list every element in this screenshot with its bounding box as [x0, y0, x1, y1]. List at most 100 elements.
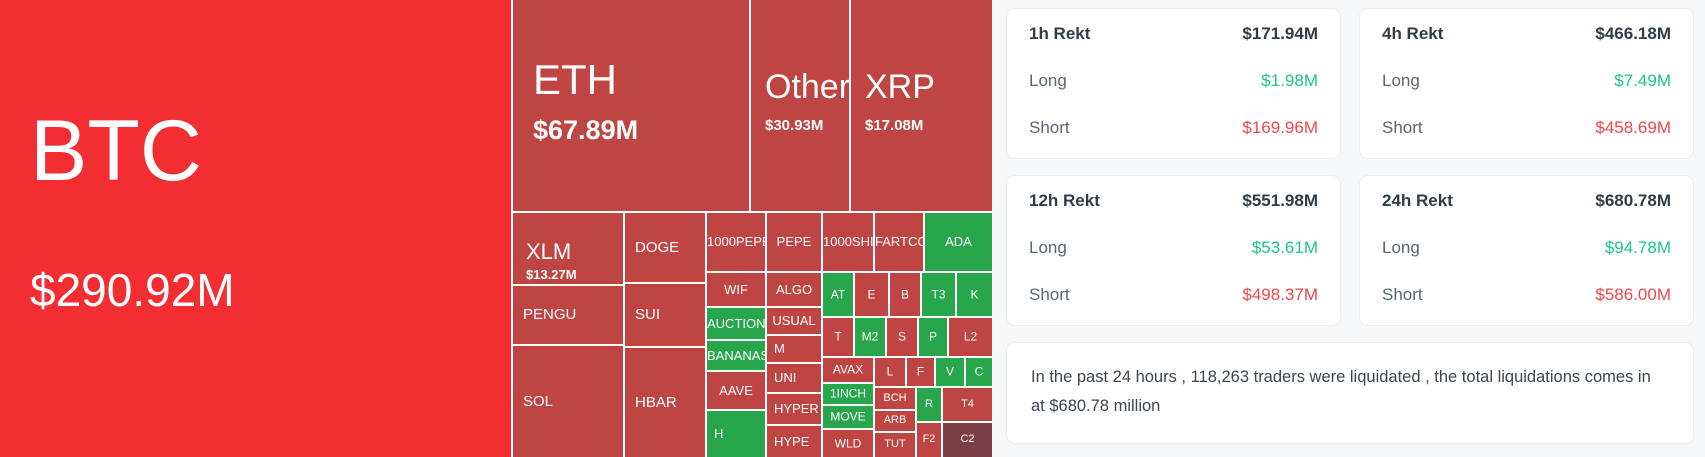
treemap-cell-e[interactable]: E$2.02M — [855, 273, 888, 316]
treemap-cell-wif[interactable]: WIF$3.41M — [707, 273, 765, 306]
rekt-card-24h[interactable]: 24h Rekt $680.78M Long $94.78M Short $586.00M — [1359, 175, 1694, 326]
treemap-cell-others[interactable]: Others $30.93M — [751, 0, 849, 211]
treemap-cell-symbol: V — [945, 365, 954, 379]
treemap-cell-avax[interactable]: AVAX$1.60M — [823, 358, 873, 382]
treemap-cell-v[interactable]: V$1.30M — [936, 358, 964, 386]
rekt-card-4h[interactable]: 4h Rekt $466.18M Long $7.49M Short $458.69M — [1359, 8, 1694, 159]
treemap-cell-symbol: E — [867, 287, 876, 301]
treemap-cell-value: $17.08M — [865, 118, 924, 134]
treemap-cell-1inch[interactable]: 1INCH$1.40M — [823, 384, 873, 404]
rekt-row-short: Short $586.00M — [1382, 285, 1671, 332]
treemap-cell-sol[interactable]: SOL$8.12M — [513, 346, 623, 457]
rekt-row-short: Short $169.96M — [1029, 118, 1318, 165]
treemap-cell-symbol: XRP — [865, 70, 935, 106]
treemap-cell-t4[interactable]: T4$1.00M — [943, 388, 992, 421]
treemap-cell-m2[interactable]: M2$1.70M — [855, 318, 885, 356]
rekt-row-short: Short $458.69M — [1382, 118, 1671, 165]
treemap-cell-symbol: AAVE — [719, 383, 753, 398]
treemap-cell-hyper[interactable]: HYPER$2.20M — [767, 394, 821, 424]
long-label: Long — [1029, 238, 1067, 257]
short-value: $498.37M — [1242, 285, 1318, 304]
rekt-card-1h[interactable]: 1h Rekt $171.94M Long $1.98M Short $169.96M — [1006, 8, 1341, 159]
rekt-row-head: 1h Rekt $171.94M — [1029, 24, 1318, 71]
rekt-card-12h[interactable]: 12h Rekt $551.98M Long $53.61M Short $498.37M — [1006, 175, 1341, 326]
treemap-cell-c[interactable]: C$1.24M — [966, 358, 992, 386]
treemap-cell-hbar[interactable]: HBAR$5.92M — [625, 348, 705, 457]
short-label: Short — [1382, 285, 1423, 304]
treemap-cell-symbol: UNI — [774, 370, 797, 385]
treemap-cell-symbol: BANANAS31 — [707, 348, 765, 363]
treemap-cell-r[interactable]: R$0.89M — [917, 388, 941, 421]
long-value: $53.61M — [1251, 238, 1318, 257]
treemap-cell-symbol: P — [928, 330, 937, 344]
treemap-cell-usual[interactable]: USUAL$2.95M — [767, 308, 821, 334]
rekt-row-short: Short $498.37M — [1029, 285, 1318, 332]
treemap-cell-symbol: AT — [830, 287, 846, 301]
treemap-cell-arb[interactable]: ARB$0.98M — [875, 411, 915, 431]
treemap-cell-p[interactable]: P$1.55M — [919, 318, 947, 356]
treemap-cell-symbol: MOVE — [830, 410, 866, 424]
treemap-cell-algo[interactable]: ALGO$3.30M — [767, 273, 821, 306]
treemap-cell-symbol: K — [970, 287, 979, 301]
treemap-cell-symbol: BCH — [883, 392, 907, 404]
treemap-cell-k[interactable]: K$1.85M — [957, 273, 992, 316]
treemap-cell-symbol: WLD — [834, 436, 862, 450]
treemap-cell-symbol: HYPER — [774, 401, 819, 416]
treemap-cell-symbol: ALGO — [775, 282, 813, 297]
treemap-cell-bch[interactable]: BCH$1.05M — [875, 388, 915, 409]
treemap-cell-move[interactable]: MOVE$1.28M — [823, 406, 873, 428]
treemap-cell-uni[interactable]: UNI$2.48M — [767, 364, 821, 392]
treemap-cell-doge[interactable]: DOGE$7.64M — [625, 213, 705, 282]
treemap-cell-fartcoin[interactable]: FARTCOIN$4.30M — [875, 213, 923, 271]
treemap-cell-symbol: M — [774, 341, 785, 356]
treemap-cell-f2[interactable]: F2$0.80M — [917, 423, 941, 457]
treemap-cell-symbol: T — [834, 330, 842, 344]
treemap-cell-pepe[interactable]: PEPE$4.80M — [767, 213, 821, 271]
treemap-cell-ada[interactable]: ADA$4.10M — [925, 213, 992, 271]
treemap-cell-at[interactable]: AT$2.10M — [823, 273, 853, 316]
treemap-cell-sui[interactable]: SUI$6.31M — [625, 284, 705, 346]
treemap-cell-symbol: XLM — [526, 240, 572, 264]
treemap-cell-l2[interactable]: L2$1.48M — [949, 318, 992, 356]
treemap-cell-symbol: USUAL — [772, 313, 816, 328]
rekt-period-label: 1h Rekt — [1029, 24, 1091, 43]
treemap-cell-symbol: T3 — [931, 287, 946, 301]
treemap-cell-f[interactable]: F$1.22M — [907, 358, 934, 386]
treemap-cell-aave[interactable]: AAVE$2.60M — [707, 372, 765, 409]
treemap-cell-symbol: DOGE — [635, 239, 680, 256]
treemap-cell-symbol: M2 — [861, 330, 879, 344]
treemap-cell-m[interactable]: M$2.70M — [767, 336, 821, 362]
treemap-cell-xrp[interactable]: XRP $17.08M — [851, 0, 992, 211]
treemap-cell-btc[interactable]: BTC $290.92M — [0, 0, 511, 457]
treemap-cell-symbol: HYPE — [774, 434, 810, 449]
rekt-row-long: Long $94.78M — [1382, 238, 1671, 285]
treemap-cell-xlm[interactable]: XLM $13.27M — [513, 213, 623, 284]
treemap-cell-t[interactable]: T$1.75M — [823, 318, 853, 356]
treemap-cell-symbol: ADA — [945, 234, 972, 249]
treemap-cell-l[interactable]: L$1.33M — [875, 358, 905, 386]
treemap-cell-eth[interactable]: ETH $67.89M — [513, 0, 749, 211]
treemap-cell-symbol: SUI — [635, 306, 661, 323]
treemap-cell-hype[interactable]: HYPE$2.05M — [767, 426, 821, 457]
treemap-cell-tut[interactable]: TUT$0.91M — [875, 433, 915, 457]
treemap-cell-symbol: 1000PEPE — [707, 234, 765, 249]
treemap-cell-symbol: ARB — [883, 414, 907, 426]
treemap-cell-1000pepe[interactable]: 1000PEPE$4.92M — [707, 213, 765, 271]
treemap-cell-c2[interactable]: C2$0.84M — [943, 423, 992, 457]
treemap-cell-b[interactable]: B$1.95M — [890, 273, 920, 316]
treemap-cell-symbol: R — [925, 398, 933, 410]
treemap-cell-symbol: S — [897, 330, 906, 344]
treemap-cell-h[interactable]: H$2.31M — [707, 411, 765, 457]
rekt-total-value: $171.94M — [1242, 24, 1318, 43]
treemap-cell-t3[interactable]: T3$1.90M — [922, 273, 955, 316]
treemap-cell-s[interactable]: S$1.62M — [887, 318, 917, 356]
treemap-cell-symbol: AVAX — [832, 363, 864, 377]
rekt-period-label: 12h Rekt — [1029, 191, 1100, 210]
treemap-cell-auction[interactable]: AUCTION$3.10M — [707, 308, 765, 339]
treemap-cell-1000shib[interactable]: 1000SHIB$4.55M — [823, 213, 873, 271]
treemap-cell-pengu[interactable]: PENGU$8.71M — [513, 286, 623, 344]
short-value: $586.00M — [1595, 285, 1671, 304]
treemap-cell-wld[interactable]: WLD$1.18M — [823, 430, 873, 457]
treemap-cell-bananas31[interactable]: BANANAS31$2.88M — [707, 341, 765, 370]
